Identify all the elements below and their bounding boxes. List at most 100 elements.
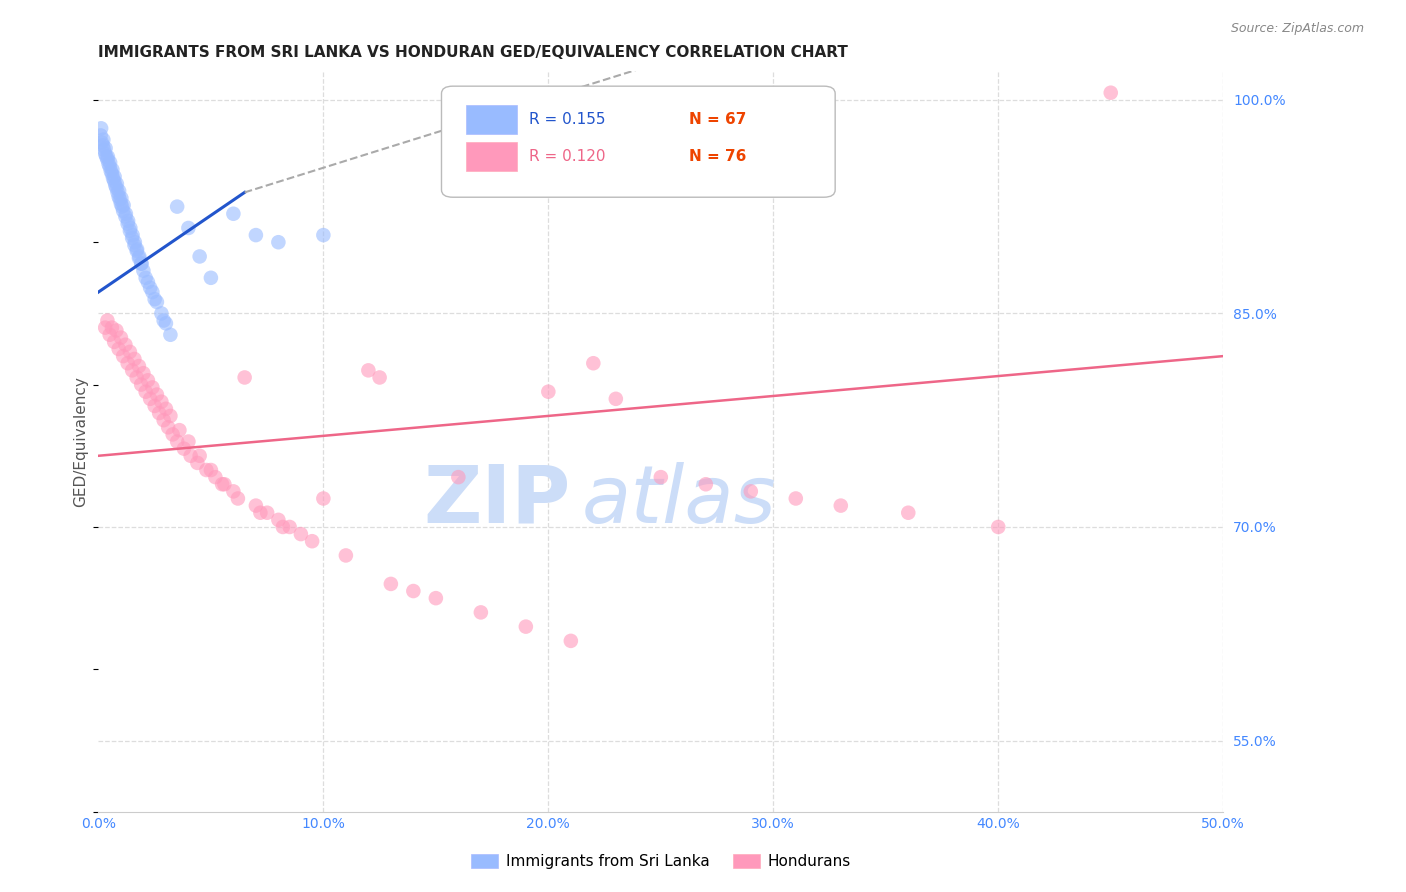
Text: IMMIGRANTS FROM SRI LANKA VS HONDURAN GED/EQUIVALENCY CORRELATION CHART: IMMIGRANTS FROM SRI LANKA VS HONDURAN GE… [98, 45, 848, 61]
Point [148, 406, 170, 420]
Point [357, 363, 380, 377]
Point [177, 434, 200, 449]
Point [103, 174, 125, 188]
Point [785, 491, 807, 506]
Point [141, 285, 163, 299]
Point [143, 399, 166, 413]
Point [515, 620, 537, 634]
Point [188, 449, 211, 463]
Point [188, 250, 211, 264]
Point [1099, 86, 1122, 100]
Point [186, 456, 208, 470]
Point [98, 160, 121, 174]
Point [93, 133, 115, 147]
Point [200, 463, 222, 477]
Point [120, 221, 142, 235]
Text: ZIP: ZIP [423, 462, 571, 540]
Point [204, 470, 226, 484]
Point [425, 591, 447, 606]
Point [222, 207, 245, 221]
Point [470, 606, 492, 620]
Point [177, 221, 200, 235]
Point [101, 171, 124, 186]
Point [173, 442, 195, 456]
Point [136, 275, 159, 289]
Point [101, 320, 124, 334]
Point [117, 217, 139, 231]
Point [108, 193, 131, 207]
Point [91, 138, 114, 153]
Point [139, 392, 162, 406]
Point [150, 394, 173, 409]
Point [90, 136, 112, 150]
Point [118, 344, 141, 359]
Point [94, 320, 117, 334]
Point [114, 210, 136, 224]
Point [312, 491, 335, 506]
Point [124, 235, 146, 250]
Point [447, 470, 470, 484]
Text: R = 0.120: R = 0.120 [529, 149, 606, 164]
Point [135, 384, 157, 399]
Point [121, 228, 143, 243]
Point [139, 281, 162, 295]
Point [101, 162, 124, 177]
Point [125, 370, 148, 384]
Point [146, 387, 169, 401]
Point [107, 342, 129, 356]
Point [131, 256, 153, 270]
Point [380, 577, 402, 591]
Point [211, 477, 233, 491]
Point [537, 384, 560, 399]
Point [582, 356, 605, 370]
Point [245, 499, 267, 513]
Point [105, 177, 128, 191]
Point [98, 155, 121, 169]
Point [128, 359, 150, 373]
Point [214, 477, 236, 491]
Point [402, 584, 425, 599]
Point [96, 150, 118, 164]
Point [90, 121, 112, 136]
Point [249, 506, 271, 520]
Point [136, 373, 159, 387]
Legend: Immigrants from Sri Lanka, Hondurans: Immigrants from Sri Lanka, Hondurans [464, 848, 858, 875]
Point [112, 349, 135, 363]
Text: Source: ZipAtlas.com: Source: ZipAtlas.com [1230, 22, 1364, 36]
Point [166, 434, 188, 449]
Point [117, 214, 139, 228]
Point [105, 181, 128, 195]
Point [107, 186, 129, 200]
Text: R = 0.155: R = 0.155 [529, 112, 606, 127]
Point [94, 147, 117, 161]
Point [195, 463, 218, 477]
Point [132, 366, 155, 380]
Point [101, 167, 124, 181]
Point [98, 327, 121, 342]
Point [129, 377, 152, 392]
Point [115, 207, 138, 221]
Point [111, 200, 134, 214]
Point [233, 370, 256, 384]
Point [125, 244, 148, 258]
Point [100, 164, 122, 178]
Point [301, 534, 323, 549]
Point [222, 484, 245, 499]
Point [114, 337, 136, 351]
Point [127, 243, 149, 257]
Point [245, 228, 267, 243]
Point [132, 263, 155, 277]
Point [135, 270, 157, 285]
Point [740, 484, 762, 499]
FancyBboxPatch shape [467, 105, 517, 134]
Point [141, 380, 163, 394]
Point [605, 392, 627, 406]
Point [152, 313, 174, 327]
Point [104, 169, 127, 184]
Point [146, 295, 169, 310]
Point [110, 191, 132, 205]
Point [155, 317, 177, 331]
FancyBboxPatch shape [467, 143, 517, 170]
Point [128, 250, 150, 264]
Y-axis label: GED/Equivalency: GED/Equivalency [73, 376, 89, 507]
